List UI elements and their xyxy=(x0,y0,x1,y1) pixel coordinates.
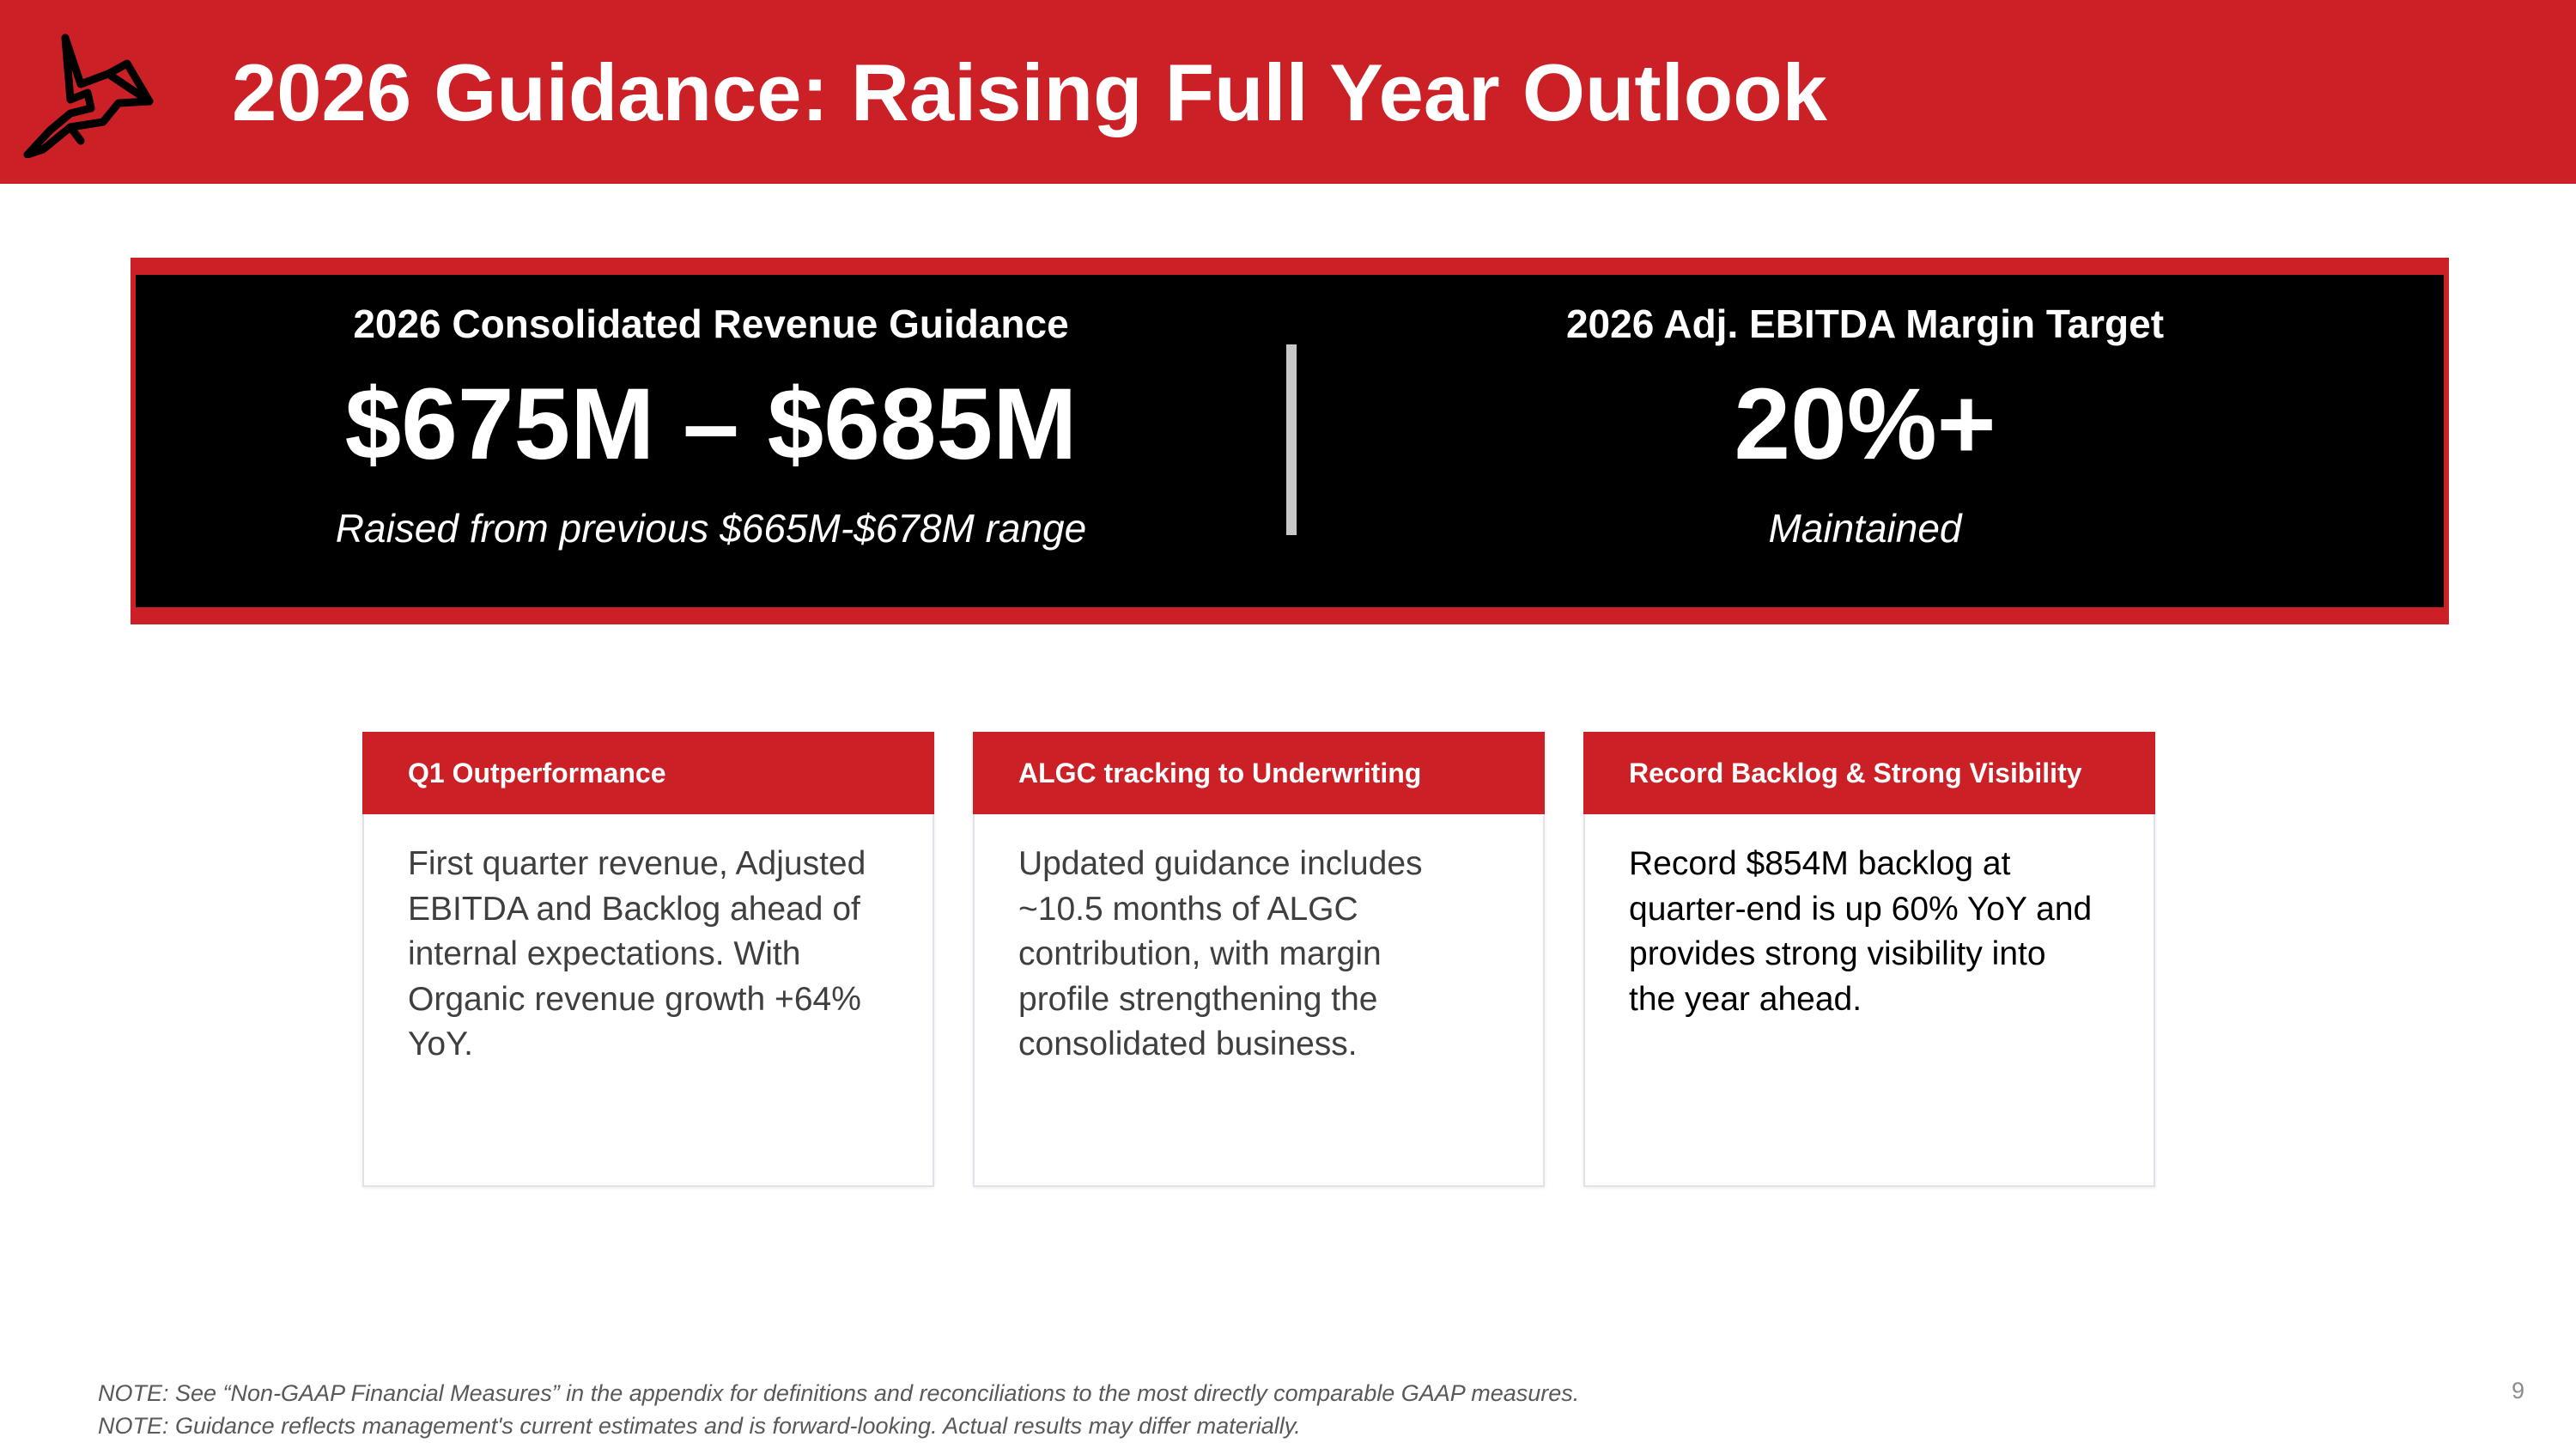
card-body-line: internal expectations. With xyxy=(408,935,801,972)
card-title: ALGC tracking to Underwriting xyxy=(973,732,1545,814)
ebitda-margin-value: 20%+ xyxy=(1734,368,1996,481)
ebitda-margin-label: 2026 Adj. EBITDA Margin Target xyxy=(1565,301,2165,346)
card-body-line: profile strengthening the xyxy=(1018,980,1378,1018)
revenue-guidance: 2026 Consolidated Revenue Guidance $675M… xyxy=(136,275,1286,607)
footnote-non-gaap: NOTE: See “Non-GAAP Financial Measures” … xyxy=(98,1380,1580,1406)
ebitda-margin-target: 2026 Adj. EBITDA Margin Target 20%+ Main… xyxy=(1286,275,2444,607)
card-body-line: provides strong visibility into xyxy=(1629,935,2046,972)
card-body-line: YoY. xyxy=(408,1026,473,1062)
card-body: Updated guidance includes ~10.5 months o… xyxy=(1018,842,1517,1068)
card-body: Record $854M backlog at quarter-end is u… xyxy=(1629,842,2128,1022)
card-body-line: ~10.5 months of ALGC xyxy=(1018,890,1358,928)
card-title: Q1 Outperformance xyxy=(362,732,934,814)
revenue-guidance-value: $675M – $685M xyxy=(344,368,1078,481)
guidance-panel: 2026 Consolidated Revenue Guidance $675M… xyxy=(131,258,2449,624)
card-body: First quarter revenue, Adjusted EBITDA a… xyxy=(408,842,907,1068)
card-body-line: Updated guidance includes xyxy=(1018,845,1423,882)
page-number: 9 xyxy=(2511,1378,2524,1403)
card-body-line: contribution, with margin xyxy=(1018,935,1382,972)
card-body-line: EBITDA and Backlog ahead of xyxy=(408,890,860,928)
slide-header: 2026 Guidance: Raising Full Year Outlook xyxy=(0,0,2576,184)
card-title: Record Backlog & Strong Visibility xyxy=(1583,732,2155,814)
card-body-line: Record $854M backlog at xyxy=(1629,845,2011,882)
card-body-line: quarter-end is up 60% YoY and xyxy=(1629,890,2093,928)
ebitda-margin-note: Maintained xyxy=(1768,506,1962,551)
card-body-line: consolidated business. xyxy=(1018,1026,1358,1062)
metric-divider xyxy=(1286,344,1297,535)
revenue-guidance-label: 2026 Consolidated Revenue Guidance xyxy=(353,301,1069,346)
cardinal-bird-logo-icon xyxy=(21,29,158,159)
card-body-line: the year ahead. xyxy=(1629,980,1862,1018)
card-body-line: First quarter revenue, Adjusted xyxy=(408,845,866,882)
footnote-forward-looking: NOTE: Guidance reflects management's cur… xyxy=(98,1413,1301,1439)
revenue-guidance-note: Raised from previous $665M-$678M range xyxy=(335,506,1087,551)
card-q1-outperformance: Q1 Outperformance First quarter revenue,… xyxy=(362,732,934,1187)
card-record-backlog: Record Backlog & Strong Visibility Recor… xyxy=(1583,732,2155,1187)
slide-title: 2026 Guidance: Raising Full Year Outlook xyxy=(232,47,1827,137)
footnotes: NOTE: See “Non-GAAP Financial Measures” … xyxy=(98,1377,1579,1442)
card-body-line: Organic revenue growth +64% xyxy=(408,980,861,1018)
card-algc-tracking: ALGC tracking to Underwriting Updated gu… xyxy=(973,732,1545,1187)
guidance-panel-inner: 2026 Consolidated Revenue Guidance $675M… xyxy=(136,275,2444,607)
